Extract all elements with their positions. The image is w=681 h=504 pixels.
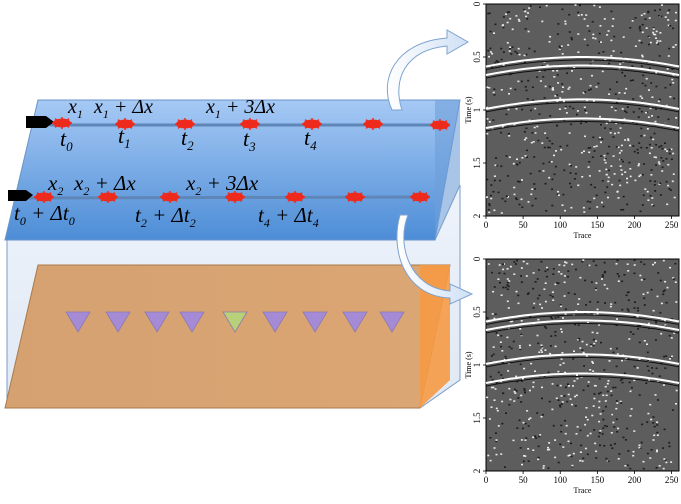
curved-arrow-top — [386, 29, 470, 111]
svg-text:x2 + Δx: x2 + Δx — [73, 171, 136, 198]
line2-t-labels: t0 + Δt0 t2 + Δt2 t4 + Δt4 — [14, 201, 319, 230]
svg-text:t0 + Δt0: t0 + Δt0 — [14, 201, 75, 228]
shot-icon — [410, 191, 430, 203]
curved-arrow-bottom — [396, 214, 474, 305]
y-tick-label: 0 — [472, 256, 482, 261]
y-axis-label: Time (s) — [464, 96, 473, 123]
x-label-0: x — [67, 96, 77, 118]
y-axis-label: Time (s) — [464, 351, 473, 378]
shot-icon — [225, 191, 245, 203]
water-surface — [4, 99, 461, 241]
seismic-panel-top: 0 50 100 150 200 250 0 0.5 1 1.5 2 Trace Time (s) — [464, 1, 680, 240]
receiver-icon — [222, 311, 248, 333]
shot-icon — [98, 191, 118, 203]
svg-text:t4: t4 — [304, 125, 317, 153]
y-tick-label: 1 — [472, 108, 482, 113]
receiver-icon — [262, 311, 288, 333]
x-tick-label: 200 — [628, 475, 642, 485]
ship-marker-2 — [8, 190, 33, 201]
x2-label-1: x — [73, 171, 84, 195]
svg-text:t1: t1 — [118, 123, 131, 151]
svg-text:x2: x2 — [47, 171, 63, 198]
shot-points — [34, 117, 450, 203]
svg-text:t2 + Δt2: t2 + Δt2 — [135, 203, 196, 230]
x-label-2-suffix: + 3Δx — [221, 96, 275, 118]
line1-x-labels: x1 x1 + Δx x1 + 3Δx — [67, 96, 275, 121]
t2-label-1: t — [135, 203, 142, 227]
x-label-2-sub: 1 — [215, 107, 221, 121]
receiver-icon — [65, 311, 91, 333]
svg-text:x2 + 3Δx: x2 + 3Δx — [185, 171, 259, 198]
svg-text:t2: t2 — [181, 125, 194, 153]
y-tick-label: 0.5 — [472, 51, 482, 63]
shot-icon — [363, 118, 383, 130]
seabed-layer — [4, 264, 451, 409]
x2-label-2: x — [185, 171, 196, 195]
x-tick-label: 0 — [484, 220, 489, 230]
svg-text:t4 + Δt4: t4 + Δt4 — [258, 203, 319, 230]
shot-icon — [285, 191, 305, 203]
x-tick-label: 200 — [628, 220, 642, 230]
t2-label-2: t — [258, 203, 265, 227]
receiver-icon — [379, 311, 405, 333]
seismic-panel-frame — [485, 258, 680, 472]
receiver-icon — [144, 311, 170, 333]
x-tick-label: 50 — [519, 475, 529, 485]
y-tick-label: 2 — [472, 214, 482, 219]
y-tick-label: 0.5 — [472, 306, 482, 318]
line2-x-labels: x2 x2 + Δx x2 + 3Δx — [47, 171, 259, 198]
svg-text:x1: x1 — [67, 96, 83, 121]
x-tick-label: 50 — [519, 220, 529, 230]
receiver-icon — [342, 311, 368, 333]
shot-icon — [34, 191, 54, 203]
shot-icon — [160, 191, 180, 203]
receiver-icon — [302, 311, 328, 333]
x-label-2: x — [205, 96, 215, 118]
t-label-3: t — [243, 126, 250, 151]
seismic-panel-frame — [485, 3, 680, 217]
x-tick-label: 100 — [553, 475, 567, 485]
svg-text:t3: t3 — [243, 126, 256, 154]
ship-marker-1 — [26, 116, 54, 128]
t2-label-0: t — [14, 201, 21, 225]
x-tick-label: 0 — [484, 475, 489, 485]
x-tick-label: 250 — [665, 220, 679, 230]
receiver-icon — [179, 311, 205, 333]
x2-label-0: x — [47, 171, 58, 195]
y-tick-label: 1 — [472, 363, 482, 368]
svg-text:t0: t0 — [60, 126, 73, 154]
x-label-1-suffix: + Δx — [109, 96, 153, 118]
t-label-4: t — [304, 125, 311, 150]
svg-text:x1 + 3Δx: x1 + 3Δx — [205, 96, 275, 121]
x-label-0-sub: 1 — [77, 107, 83, 121]
x-tick-label: 150 — [591, 220, 605, 230]
x-axis-label: Trace — [574, 231, 592, 240]
x-tick-label: 150 — [591, 475, 605, 485]
shot-icon — [302, 118, 322, 130]
x-label-1-sub: 1 — [103, 107, 109, 121]
shot-icon — [430, 119, 450, 131]
shot-icon — [175, 118, 195, 130]
shot-icon — [240, 118, 260, 130]
shot-icon — [115, 118, 135, 130]
y-tick-label: 2 — [472, 469, 482, 474]
line1-t-labels: t0 t1 t2 t3 t4 — [60, 123, 317, 154]
x-tick-label: 250 — [665, 475, 679, 485]
y-tick-label: 1.5 — [472, 412, 482, 424]
x-label-1: x — [93, 96, 103, 118]
shot-icon — [52, 117, 72, 129]
y-tick-label: 1.5 — [472, 157, 482, 169]
t-label-1: t — [118, 123, 125, 148]
seismic-panel-bottom: 0 50 100 150 200 250 0 0.5 1 1.5 2 Trace Time (s) — [464, 256, 680, 495]
x-tick-label: 100 — [553, 220, 567, 230]
svg-text:x1 + Δx: x1 + Δx — [93, 96, 153, 121]
t-label-2: t — [181, 125, 188, 150]
y-tick-label: 0 — [472, 1, 482, 6]
receiver-icon — [105, 311, 131, 333]
x-axis-label: Trace — [574, 486, 592, 495]
t-label-0: t — [60, 126, 67, 151]
shot-icon — [345, 191, 365, 203]
receiver-array — [65, 311, 405, 333]
